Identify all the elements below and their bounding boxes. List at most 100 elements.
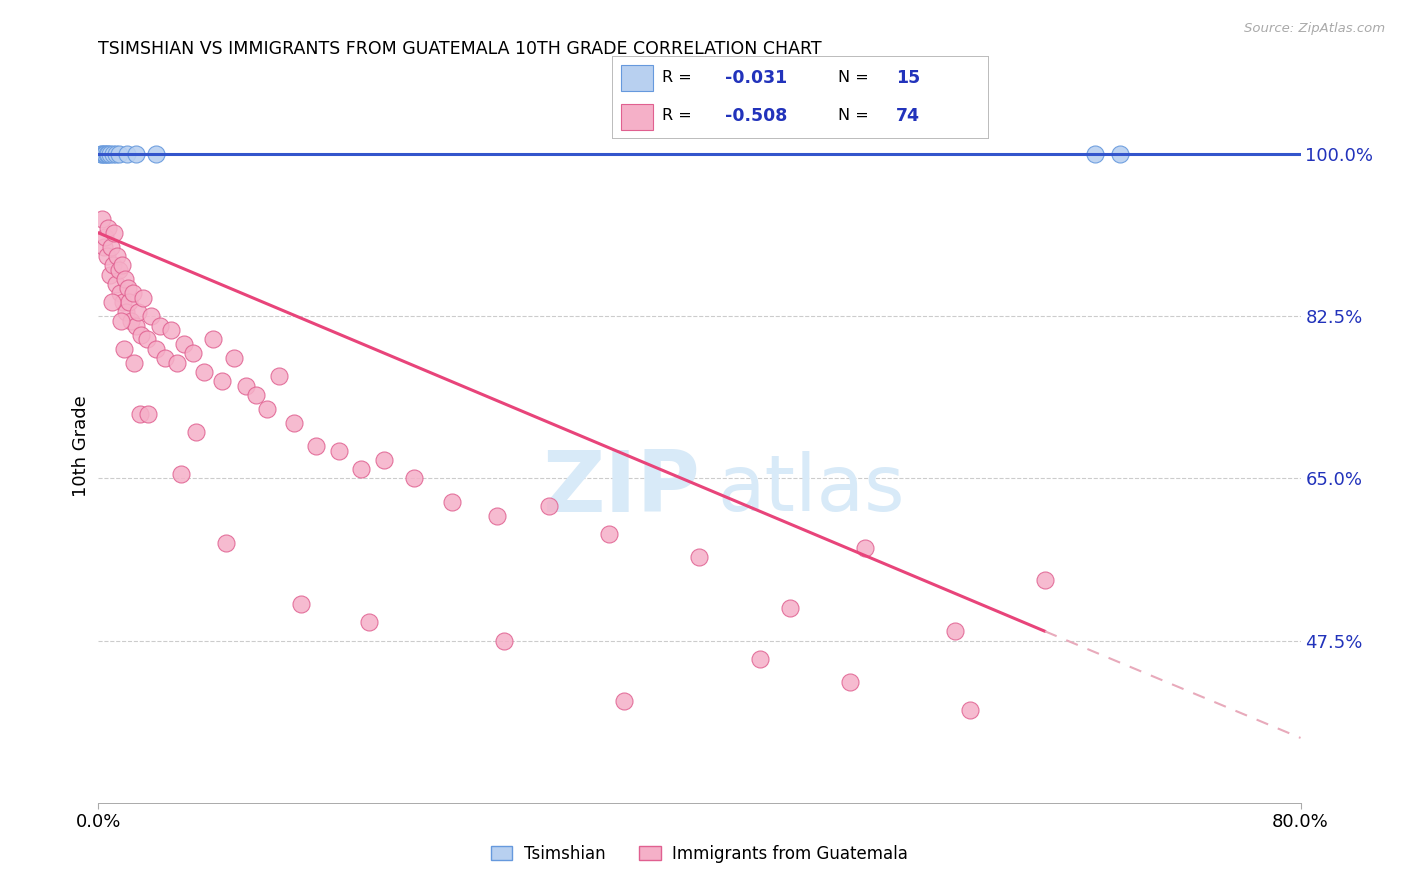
Point bbox=[112, 295, 135, 310]
Point bbox=[139, 310, 162, 324]
Point bbox=[101, 258, 124, 272]
Point bbox=[93, 240, 115, 254]
Point bbox=[129, 327, 152, 342]
Text: TSIMSHIAN VS IMMIGRANTS FROM GUATEMALA 10TH GRADE CORRELATION CHART: TSIMSHIAN VS IMMIGRANTS FROM GUATEMALA 1… bbox=[98, 40, 823, 58]
Point bbox=[132, 291, 155, 305]
Text: ZIP: ZIP bbox=[541, 447, 700, 531]
Point bbox=[112, 342, 135, 356]
Point bbox=[96, 249, 118, 263]
Point bbox=[104, 147, 127, 161]
Point bbox=[101, 147, 124, 161]
Point bbox=[120, 314, 142, 328]
Point bbox=[111, 258, 134, 272]
Point bbox=[93, 147, 115, 161]
Point bbox=[245, 388, 267, 402]
Text: atlas: atlas bbox=[717, 450, 905, 527]
Point bbox=[101, 295, 124, 310]
Point bbox=[373, 453, 395, 467]
Point bbox=[838, 675, 860, 690]
Point bbox=[305, 439, 328, 453]
Point bbox=[115, 304, 138, 318]
Text: Source: ZipAtlas.com: Source: ZipAtlas.com bbox=[1244, 22, 1385, 36]
Point bbox=[159, 323, 181, 337]
Point bbox=[135, 333, 157, 347]
Point bbox=[779, 601, 801, 615]
Point bbox=[290, 597, 312, 611]
Point bbox=[184, 425, 207, 439]
Point bbox=[350, 462, 373, 476]
Point bbox=[115, 147, 138, 161]
Point bbox=[494, 633, 516, 648]
Point bbox=[108, 286, 131, 301]
Point bbox=[91, 211, 114, 226]
Point bbox=[201, 333, 224, 347]
Y-axis label: 10th Grade: 10th Grade bbox=[72, 395, 90, 497]
Point bbox=[107, 263, 129, 277]
Text: -0.031: -0.031 bbox=[724, 69, 787, 87]
Point bbox=[149, 318, 172, 333]
Point bbox=[118, 295, 141, 310]
Point bbox=[94, 147, 117, 161]
Bar bbox=[621, 103, 652, 130]
Point bbox=[959, 703, 981, 717]
Point bbox=[485, 508, 508, 523]
Text: N =: N = bbox=[838, 70, 869, 86]
Point bbox=[94, 230, 117, 244]
Point bbox=[222, 351, 245, 365]
Point bbox=[1084, 147, 1107, 161]
Point bbox=[211, 374, 233, 388]
Point bbox=[267, 369, 290, 384]
Point bbox=[91, 147, 114, 161]
Point bbox=[215, 536, 238, 550]
Text: 74: 74 bbox=[896, 107, 920, 125]
Point bbox=[853, 541, 876, 555]
Point bbox=[104, 277, 127, 291]
Point bbox=[283, 416, 305, 430]
Point bbox=[97, 221, 120, 235]
Point bbox=[125, 318, 148, 333]
Point bbox=[145, 147, 167, 161]
Point bbox=[136, 407, 159, 421]
Point bbox=[181, 346, 204, 360]
Point bbox=[402, 471, 425, 485]
Point bbox=[1033, 574, 1056, 588]
Point bbox=[235, 378, 257, 392]
Point bbox=[122, 286, 145, 301]
Text: N =: N = bbox=[838, 108, 869, 123]
Point bbox=[125, 147, 148, 161]
Point bbox=[598, 527, 620, 541]
Point bbox=[117, 281, 139, 295]
Point bbox=[748, 652, 770, 666]
Point bbox=[440, 494, 463, 508]
Point bbox=[538, 500, 561, 514]
Point bbox=[114, 272, 136, 286]
Legend: Tsimshian, Immigrants from Guatemala: Tsimshian, Immigrants from Guatemala bbox=[484, 838, 915, 870]
Point bbox=[98, 268, 121, 282]
Point bbox=[124, 355, 146, 369]
Point bbox=[100, 240, 122, 254]
Point bbox=[145, 342, 167, 356]
Point bbox=[328, 443, 350, 458]
Point bbox=[357, 615, 380, 629]
Point bbox=[193, 365, 215, 379]
Point bbox=[170, 467, 193, 481]
Point bbox=[103, 226, 125, 240]
Point bbox=[108, 147, 131, 161]
Point bbox=[110, 314, 132, 328]
Point bbox=[90, 147, 112, 161]
Point bbox=[943, 624, 966, 639]
Point bbox=[689, 550, 711, 565]
Text: 15: 15 bbox=[896, 69, 921, 87]
Point bbox=[613, 694, 636, 708]
Text: -0.508: -0.508 bbox=[724, 107, 787, 125]
Point bbox=[97, 147, 120, 161]
Point bbox=[153, 351, 176, 365]
Point bbox=[129, 407, 152, 421]
Point bbox=[96, 147, 118, 161]
Bar bbox=[621, 65, 652, 92]
Point bbox=[256, 401, 278, 416]
Text: R =: R = bbox=[662, 70, 692, 86]
Point bbox=[173, 337, 195, 351]
Point bbox=[100, 147, 122, 161]
Point bbox=[127, 304, 149, 318]
